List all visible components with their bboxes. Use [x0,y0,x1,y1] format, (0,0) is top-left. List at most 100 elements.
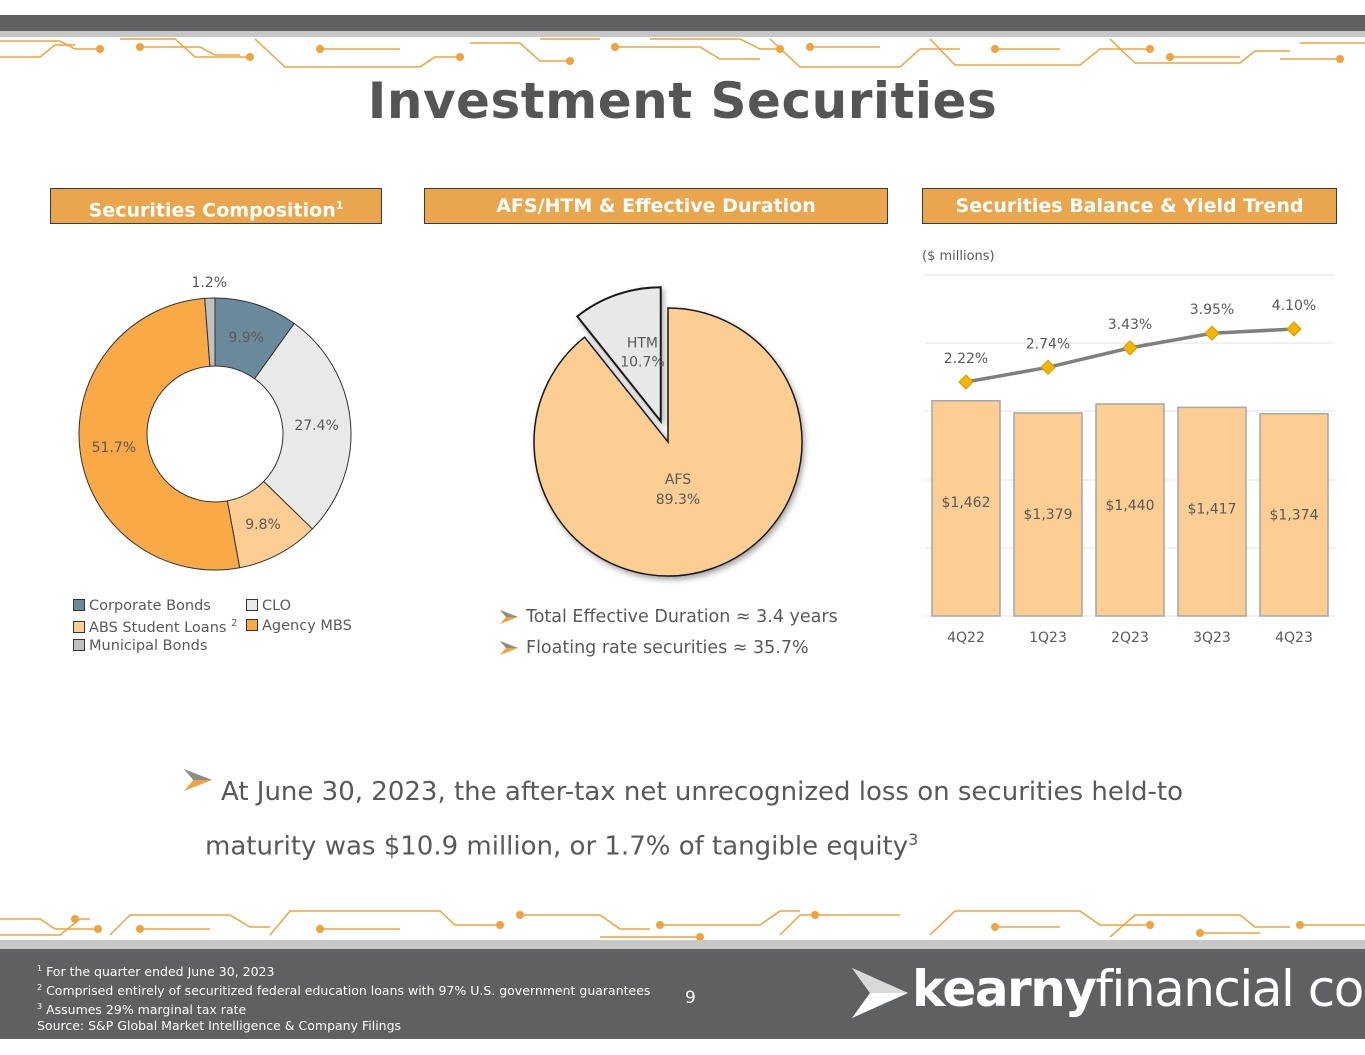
bar-data-label: $1,417 [1188,501,1237,517]
footnote-marker: 2 [37,983,43,993]
x-tick-label: 4Q23 [1275,630,1313,646]
bar-3Q23 [1177,406,1247,617]
chevron-arrow-icon [500,610,518,624]
bar-4Q22 [931,400,1001,617]
footnote-text: Assumes 29% marginal tax rate [42,1002,247,1018]
main-statement-superscript: 3 [908,830,919,849]
yield-marker [1040,359,1056,376]
footnote-marker: 1 [37,964,43,973]
x-tick-label: 4Q22 [947,630,985,646]
bar-data-label: $1,374 [1270,508,1319,524]
bar-data-label: $1,462 [942,495,991,511]
x-tick-label: 2Q23 [1111,630,1149,646]
donut-data-label: 1.2% [191,275,227,291]
main-statement-line2: maturity was $10.9 million, or 1.7% of t… [205,831,909,862]
top-banner-stripe [0,31,1365,37]
logo-wordmark: kearnyfinancial corp. [912,960,1365,1018]
yield-data-label: 3.95% [1190,302,1234,318]
bullet-text: Total Effective Duration ≈ 3.4 years [526,607,838,627]
donut-slice-agency-mbs [78,297,241,571]
bar-2Q23 [1095,403,1165,617]
logo-bold-text: kearny [912,960,1097,1018]
legend-swatch [73,599,85,611]
bullet-floating-rate: Floating rate securities ≈ 35.7% [500,638,809,658]
bullet-effective-duration: Total Effective Duration ≈ 3.4 years [500,607,838,627]
footnotes: 1 For the quarter ended June 30, 2023 2 … [37,961,650,1034]
header-balance-yield: Securities Balance & Yield Trend [922,188,1337,224]
footnote-source: Source: S&P Global Market Intelligence &… [37,1018,650,1034]
legend-item-agency-mbs: Agency MBS [246,618,352,634]
legend-swatch [73,620,85,633]
header-afs-htm: AFS/HTM & Effective Duration [424,188,888,224]
chevron-arrow-icon [184,769,212,791]
footer-bar [0,949,1365,1039]
header-securities-composition: Securities Composition1 [50,188,382,224]
x-tick-label: 1Q23 [1029,630,1067,646]
legend-label: Agency MBS [262,618,352,634]
header-text: Securities Composition [88,199,336,222]
chevron-arrow-icon [500,641,518,655]
units-label: ($ millions) [922,249,995,264]
bar-1Q23 [1013,412,1083,617]
yield-marker [1204,325,1220,341]
pie-slice-afs [533,307,803,577]
footnote-1: 1 For the quarter ended June 30, 2023 [37,961,650,980]
pie-slices [533,286,803,577]
donut-data-label: 51.7% [92,440,136,456]
main-statement-line1: At June 30, 2023, the after-tax net unre… [221,777,1184,807]
legend-label: CLO [262,598,292,614]
pie-label-afs-value: 89.3% [656,492,700,508]
legend-swatch [246,599,258,611]
composition-legend: Corporate Bonds CLO ABS Student Loans 2 … [73,598,393,658]
donut-data-label: 9.8% [245,517,281,533]
circuit-decoration-top [0,38,1365,68]
afs-htm-pie-chart: HTM 10.7% AFS 89.3% [533,286,803,577]
footnote-text: Comprised entirely of securitized federa… [42,983,651,999]
header-superscript: 1 [335,199,344,212]
logo-arrow-icon [852,968,908,1018]
logo-regular-text: financial corp. [1095,960,1365,1018]
yield-marker [1122,340,1138,356]
circuit-decoration-bottom [0,910,1365,941]
page-title: Investment Securities [367,72,998,130]
pie-label-afs-name: AFS [665,472,691,488]
yield-data-label: 4.10% [1272,298,1316,314]
donut-data-label: 27.4% [294,418,338,434]
legend-item-abs-student-loans: ABS Student Loans 2 [73,618,237,636]
legend-swatch [246,619,258,631]
legend-item-corporate-bonds: Corporate Bonds [73,598,211,614]
legend-label: ABS Student Loans [89,619,227,636]
legend-label: Corporate Bonds [89,598,211,614]
balance-yield-chart: $1,462 4Q22 $1,379 1Q23 $1,440 2Q23 $1,417 3Q23… [925,274,1335,646]
yield-marker [958,374,974,390]
yield-data-label: 2.74% [1026,336,1070,352]
x-tick-label: 3Q23 [1193,630,1231,646]
legend-superscript: 2 [231,618,238,629]
page-number: 9 [685,988,696,1008]
legend-swatch [73,639,85,651]
bar-4Q23 [1259,412,1329,617]
footnote-text: Source: S&P Global Market Intelligence &… [37,1018,402,1034]
bullet-text: Floating rate securities ≈ 35.7% [526,638,809,658]
footnote-text: For the quarter ended June 30, 2023 [42,964,275,980]
footnote-3: 3 Assumes 29% marginal tax rate [37,999,650,1018]
top-banner-bar [0,15,1365,31]
legend-item-municipal-bonds: Municipal Bonds [73,638,207,654]
legend-item-clo: CLO [246,598,291,614]
pie-label-htm-value: 10.7% [620,355,664,371]
company-logo: kearnyfinancial corp. [850,960,1365,1028]
yield-data-label: 2.22% [944,351,988,367]
footer-stripe [0,940,1365,949]
donut-slice-clo [253,322,352,530]
pie-label-htm-name: HTM [627,336,658,352]
main-statement: At June 30, 2023, the after-tax net unre… [205,768,1205,871]
footnote-marker: 3 [37,1002,43,1012]
footnote-2: 2 Comprised entirely of securitized fede… [37,980,650,999]
bar-data-label: $1,440 [1106,498,1155,514]
pie-slice-htm [575,286,662,425]
bar-data-label: $1,379 [1024,507,1073,523]
yield-data-label: 3.43% [1108,317,1152,333]
donut-data-label: 9.9% [228,330,264,346]
yield-marker [1286,321,1302,337]
donut-slice-municipal-bonds [204,297,216,367]
